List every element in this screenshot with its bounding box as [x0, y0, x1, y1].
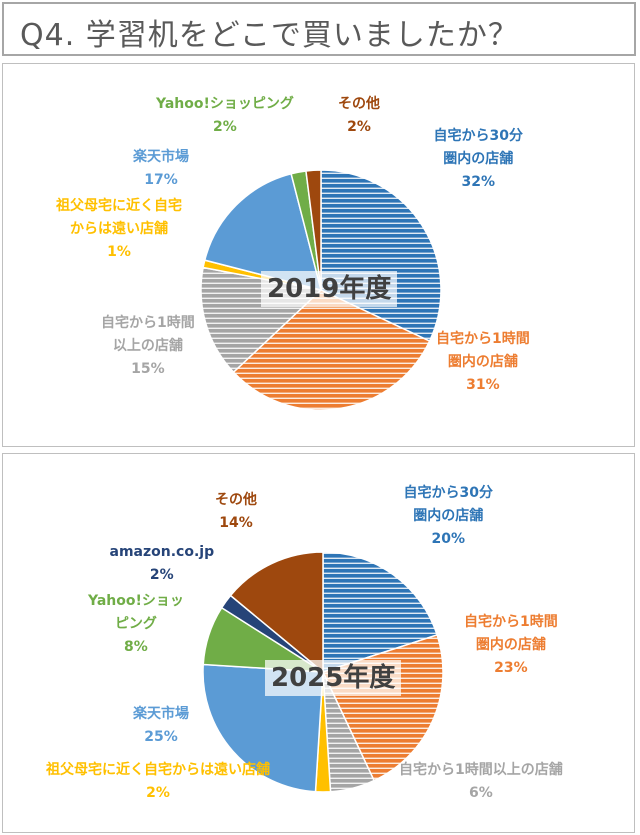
- title-bar: Q4. 学習机をどこで買いましたか？: [2, 2, 636, 56]
- slice-label-name: 自宅から30分: [433, 127, 523, 144]
- slice-label: 楽天市場 17%: [133, 146, 189, 192]
- slice-label-percent: 17%: [144, 172, 178, 188]
- slice-label: 自宅から30分 圏内の店舗 20%: [404, 482, 493, 551]
- slice-label-name: その他: [215, 492, 257, 508]
- pie-chart-2025: 2025年度 自宅から30分 圏内の店舗 20% 自宅から1時間 圏内の店舗 23% 自宅か…: [2, 453, 635, 833]
- slice-label: amazon.co.jp 2%: [110, 541, 215, 587]
- slice-label: 祖父母宅に近く自宅 からは遠い店舗 1%: [56, 195, 182, 264]
- slice-label-percent: 15%: [131, 360, 165, 377]
- slice-label: その他 14%: [215, 489, 257, 535]
- slice-label-name: 祖父母宅に近く自宅: [56, 197, 182, 214]
- chart-title-2019: 2019年度: [261, 271, 398, 307]
- slice-label-name: 祖父母宅に近く自宅からは遠い店舗: [46, 762, 270, 778]
- slice-label-name: その他: [338, 96, 380, 112]
- slice-label: 自宅から1時間 以上の店舗 15%: [101, 312, 195, 381]
- slice-label: 祖父母宅に近く自宅からは遠い店舗 2%: [46, 759, 270, 805]
- slice-label-percent: 23%: [494, 659, 528, 676]
- slice-label-name: からは遠い店舗: [70, 220, 168, 237]
- chart-title-2025: 2025年度: [265, 660, 402, 696]
- pie-slice: [203, 172, 323, 292]
- slice-label-percent: 6%: [468, 785, 493, 801]
- slice-label-percent: 1%: [107, 243, 131, 260]
- slice-label-name: 自宅から1時間: [436, 330, 530, 347]
- slice-label-name: 圏内の店舗: [413, 507, 484, 524]
- slice-label-percent: 20%: [431, 530, 465, 547]
- slice-label-name: 以上の店舗: [112, 337, 183, 354]
- slice-label-percent: 14%: [219, 515, 253, 531]
- slice-label-name: 自宅から1時間以上の店舗: [399, 762, 563, 778]
- slice-label-percent: 25%: [144, 729, 178, 745]
- slice-label-percent: 2%: [149, 567, 174, 583]
- slice-label-name: Yahoo!ショッピング: [156, 96, 294, 112]
- pie-slice: [229, 551, 324, 674]
- slice-label: 楽天市場 25%: [133, 703, 189, 749]
- slice-label-percent: 32%: [461, 173, 495, 190]
- slice-label: Yahoo!ショッ ピング 8%: [88, 590, 184, 659]
- slice-label-name: 圏内の店舗: [443, 150, 514, 167]
- pie-chart-2019: 2019年度 自宅から30分 圏内の店舗 32% 自宅から1時間 圏内の店舗 31% 自宅か…: [2, 63, 635, 447]
- slice-label-name: amazon.co.jp: [109, 544, 215, 560]
- pie-slice: [322, 551, 439, 674]
- slice-label-name: ピング: [114, 615, 157, 632]
- pie-slice: [202, 663, 324, 793]
- slice-label-percent: 8%: [124, 638, 148, 655]
- slice-label-name: 楽天市場: [133, 706, 189, 722]
- slice-label-name: 自宅から1時間: [101, 314, 195, 331]
- slice-label: Yahoo!ショッピング 2%: [156, 93, 294, 139]
- slice-label: 自宅から1時間 圏内の店舗 31%: [436, 328, 530, 397]
- slice-label-name: 圏内の店舗: [475, 636, 546, 653]
- slice-label-name: 圏内の店舗: [447, 353, 518, 370]
- slice-label: 自宅から30分 圏内の店舗 32%: [434, 125, 523, 194]
- pie-slice: [305, 169, 322, 291]
- slice-label-percent: 2%: [213, 119, 237, 135]
- page-title: Q4. 学習机をどこで買いましたか？: [20, 18, 519, 53]
- slice-label-percent: 2%: [347, 119, 371, 135]
- slice-label-name: 自宅から1時間: [464, 613, 558, 630]
- pie-slice: [232, 289, 431, 411]
- slice-label: その他 2%: [338, 93, 380, 139]
- slice-label: 自宅から1時間 圏内の店舗 23%: [464, 611, 558, 680]
- slice-label: 自宅から1時間以上の店舗 6%: [399, 759, 563, 805]
- slice-label-percent: 31%: [466, 376, 500, 393]
- slice-label-name: 楽天市場: [133, 149, 189, 165]
- pie-svg-2025: [202, 551, 444, 793]
- slice-label-name: Yahoo!ショッ: [88, 592, 184, 609]
- slice-label-name: 自宅から30分: [403, 484, 493, 501]
- slice-label-percent: 2%: [146, 785, 170, 801]
